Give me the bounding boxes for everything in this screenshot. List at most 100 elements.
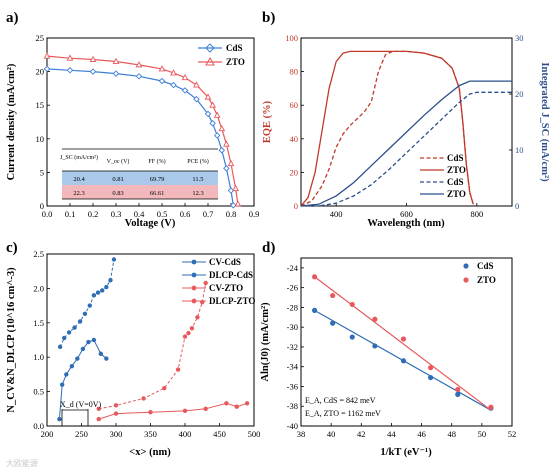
y-tick-label: 0.0 xyxy=(33,421,44,431)
legend-b-cds-jsc: CdS xyxy=(447,177,464,187)
data-point-CV-ZTO xyxy=(186,330,191,336)
table-row-zto xyxy=(62,185,218,199)
data-point-CdS xyxy=(349,334,355,340)
data-point-DLCP-ZTO xyxy=(113,411,119,416)
panel-a-series xyxy=(43,52,242,209)
panel-c: c) 200 250 300 350 400 450 5000.00.51.01.52.02… xyxy=(6,240,260,458)
data-point-CdS xyxy=(227,187,235,194)
legend-b-zto-eqe: ZTO xyxy=(447,165,466,175)
series-line-ZTO-eqe xyxy=(300,50,474,207)
x-tick-label: 500 xyxy=(248,429,261,439)
y-tick-label: -38 xyxy=(287,401,298,411)
diamond-marker-icon xyxy=(205,43,215,53)
panel-b-xlabel: Wavelength (nm) xyxy=(367,218,445,229)
data-point-DLCP-ZTO xyxy=(203,406,208,411)
data-point-DLCP-CdS xyxy=(98,351,104,356)
panel-b-ticks: 400 600 800 0 20 40 60 80 100 0 10 20 30 xyxy=(285,33,523,219)
data-point-ZTO xyxy=(349,301,355,308)
series-line-DLCP-CdS xyxy=(58,339,107,420)
data-point-CdS xyxy=(213,132,221,139)
panel-b-legend: CdS ZTO CdS ZTO xyxy=(420,153,466,199)
data-point-ZTO xyxy=(218,124,226,132)
data-point-CdS xyxy=(112,70,120,77)
data-point-CV-ZTO xyxy=(203,280,208,286)
data-point-CdS xyxy=(428,374,434,381)
panel-d-legend: CdS ZTO xyxy=(463,261,496,285)
parameter-table: J_SC (mA/cm²) V_oc (V) FF (%) PCE (%) 20… xyxy=(60,148,218,200)
y-tick-label: -40 xyxy=(287,421,298,431)
data-point-CV-CdS xyxy=(87,303,92,308)
data-point-DLCP-ZTO xyxy=(182,408,188,414)
table-cell: 12.3 xyxy=(192,190,203,197)
y-tick-label: 2.0 xyxy=(33,283,44,293)
panel-c-xlabel: <x> (nm) xyxy=(129,447,171,458)
legend-b-cds-eqe: CdS xyxy=(447,153,464,163)
data-point-DLCP-CdS xyxy=(91,337,97,343)
y-tick-label: 80 xyxy=(290,67,299,77)
data-point-ZTO xyxy=(170,69,177,76)
y-tick-label: 40 xyxy=(290,134,299,144)
data-point-DLCP-CdS xyxy=(69,363,75,369)
panel-d-xlabel: 1/kT (eV⁻¹) xyxy=(380,447,432,458)
panel-d-label: d) xyxy=(262,240,275,256)
legend-b-zto-jsc: ZTO xyxy=(447,189,466,199)
data-point-ZTO xyxy=(66,54,74,61)
y-tick-label: 1.5 xyxy=(33,318,44,328)
data-point-CV-ZTO xyxy=(175,367,181,372)
data-point-CV-CdS xyxy=(95,290,101,295)
data-point-CV-ZTO xyxy=(96,406,101,411)
data-point-ZTO xyxy=(89,55,97,62)
panel-b-y2label: Integrated J_SC (mA/cm²) xyxy=(539,62,550,182)
x-tick-label: 38 xyxy=(297,429,306,439)
panel-c-ticks: 200 250 300 350 400 450 500 0.0 0.5 1.0 1.5 2.0 2.5 xyxy=(33,249,260,439)
x-tick-label: 48 xyxy=(447,429,456,439)
data-point-CV-CdS xyxy=(66,330,72,335)
y-tick-label: 2.5 xyxy=(33,249,44,259)
data-point-DLCP-CdS xyxy=(59,382,65,387)
table-header-jsc: J_SC (mA/cm²) xyxy=(60,154,98,161)
table-cell: 0.81 xyxy=(112,176,123,183)
panel-d-ylabel: Aln(J0) (mA/cm²) xyxy=(260,302,271,382)
legend-d-zto: ZTO xyxy=(477,275,496,285)
legend-c-cv-zto: CV-ZTO xyxy=(209,283,243,293)
data-point-ZTO xyxy=(158,65,166,72)
x-tick-label: 0.0 xyxy=(42,209,53,219)
x-tick-label: 52 xyxy=(508,429,517,439)
data-point-ZTO xyxy=(488,404,494,410)
x-tick-label: 0.9 xyxy=(249,209,260,219)
table-cell: 66.61 xyxy=(150,190,165,197)
panel-a-label: a) xyxy=(6,10,19,26)
data-point-DLCP-CdS xyxy=(104,356,109,361)
data-point-CV-ZTO xyxy=(113,403,119,408)
panel-d-frame xyxy=(300,257,513,427)
data-point-ZTO xyxy=(193,81,200,88)
data-point-DLCP-CdS xyxy=(86,339,91,345)
y-tick-label: -26 xyxy=(287,283,298,293)
y-tick-label: 5 xyxy=(40,167,44,177)
data-point-CdS xyxy=(223,165,230,172)
panel-a-frame xyxy=(46,37,255,207)
panel-b: b) 400 600 800 0 20 40 60 80 100 0 10 20 30 Waveleng… xyxy=(262,10,550,229)
x-tick-label: 450 xyxy=(213,429,226,439)
data-point-CdS xyxy=(170,81,177,89)
data-point-ZTO xyxy=(400,336,407,342)
x-tick-label: 46 xyxy=(417,429,426,439)
triangle-marker-icon xyxy=(205,56,215,66)
panel-c-ylabel: N_CV&N_DLCP (10^16 cm^-3) xyxy=(6,267,17,413)
x-tick-label: 0.6 xyxy=(180,209,191,219)
watermark: 大欧能源 xyxy=(6,458,38,468)
legend-a-cds: CdS xyxy=(226,43,243,53)
y-tick-label: 15 xyxy=(36,100,45,110)
data-point-CdS xyxy=(209,120,216,127)
y2-tick-label: 0 xyxy=(515,201,519,211)
y-tick-label: -28 xyxy=(287,302,298,312)
series-line-CdS xyxy=(46,68,234,206)
y-tick-label: -24 xyxy=(287,263,299,273)
y-tick-label: 20 xyxy=(290,167,299,177)
y-tick-label: 1.0 xyxy=(33,352,44,362)
data-point-DLCP-ZTO xyxy=(224,401,229,406)
panel-d-series xyxy=(311,274,494,411)
x-tick-label: 44 xyxy=(387,429,396,439)
data-point-ZTO xyxy=(209,101,216,108)
